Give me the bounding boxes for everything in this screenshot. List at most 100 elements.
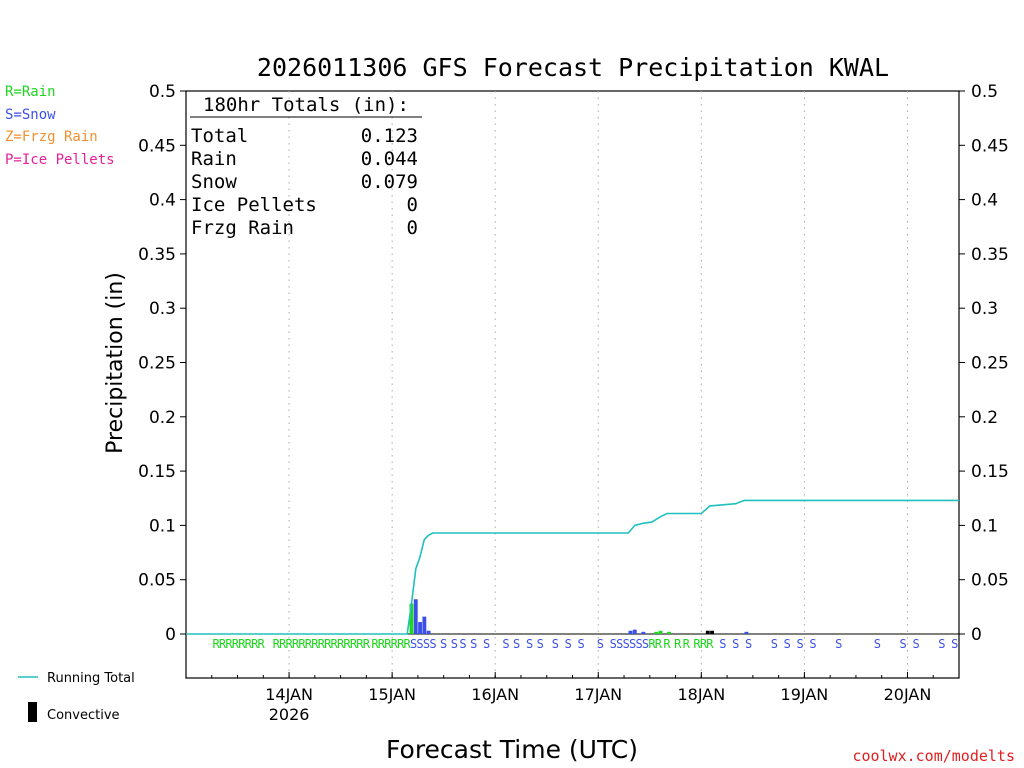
y-tick-label-left: 0.2	[149, 408, 176, 428]
snow-marker: S	[526, 637, 533, 651]
y-tick-label-right: 0.05	[971, 571, 1009, 591]
rain-marker: R	[350, 637, 358, 651]
rain-marker: R	[397, 637, 405, 651]
totals-label-total: Total	[191, 125, 248, 147]
rain-bar	[654, 631, 659, 634]
snow-marker: S	[440, 637, 447, 651]
y-tick-label-left: 0.25	[138, 354, 176, 374]
snow-marker: S	[900, 637, 907, 651]
legend-snow: S=Snow	[5, 107, 56, 123]
legend-rain: R=Rain	[5, 84, 56, 100]
rain-marker: R	[324, 637, 332, 651]
rain-marker: R	[363, 637, 371, 651]
convective-swatch	[28, 702, 37, 722]
y-axis-right: 0 0.05 0.1 0.15 0.2 0.25 0.3 0.35 0.4 0.45 0.5	[959, 82, 1009, 645]
x-tick-label: 20JAN	[884, 685, 932, 704]
rain-marker: R	[311, 637, 319, 651]
snow-marker: S	[784, 637, 791, 651]
running-total-line	[186, 499, 959, 635]
snow-marker: S	[429, 637, 436, 651]
plot-frame	[185, 90, 960, 679]
rain-marker: R	[391, 637, 399, 651]
rain-marker: R	[663, 637, 671, 651]
snow-marker: S	[635, 637, 642, 651]
rain-marker: R	[318, 637, 326, 651]
snow-marker: S	[470, 637, 477, 651]
y-tick-label-left: 0.1	[149, 516, 176, 536]
totals-value-rain: 0.044	[361, 148, 418, 170]
rain-marker: R	[683, 637, 691, 651]
rain-bar	[658, 630, 663, 634]
rain-bar	[667, 631, 672, 634]
rain-marker: R	[225, 637, 233, 651]
chart-title: 2026011306 GFS Forecast Precipitation KW…	[257, 53, 889, 82]
snow-marker: S	[874, 637, 881, 651]
y-tick-label-right: 0.2	[971, 408, 998, 428]
y-tick-label-left: 0.15	[138, 462, 176, 482]
totals-value-ice-pellets: 0	[407, 194, 418, 216]
snow-bar	[744, 631, 749, 634]
ptype-legend: R=Rain S=Snow Z=Frzg Rain P=Ice Pellets	[5, 84, 115, 168]
snow-bar	[418, 622, 422, 634]
rain-marker: R	[674, 637, 682, 651]
snow-marker: S	[938, 637, 945, 651]
y-axis-left: 0 0.05 0.1 0.15 0.2 0.25 0.3 0.35 0.4 0.45 0.5	[138, 82, 186, 645]
snow-bar	[426, 630, 431, 634]
legend-ice-pellets: P=Ice Pellets	[5, 152, 115, 168]
y-tick-label-right: 0.4	[971, 191, 998, 211]
snow-marker: S	[597, 637, 604, 651]
x-tick-label: 19JAN	[781, 685, 829, 704]
precip-bars	[409, 599, 749, 634]
rain-marker: R	[245, 637, 253, 651]
snow-marker: S	[502, 637, 509, 651]
rain-marker: R	[212, 637, 220, 651]
snow-marker: S	[719, 637, 726, 651]
totals-value-snow: 0.079	[361, 171, 418, 193]
snow-marker: S	[732, 637, 739, 651]
y-tick-label-left: 0.5	[149, 82, 176, 102]
y-tick-label-right: 0	[971, 625, 982, 645]
snow-marker: S	[745, 637, 752, 651]
snow-bar	[422, 616, 427, 634]
rain-marker: R	[305, 637, 313, 651]
y-tick-label-right: 0.3	[971, 299, 998, 319]
x-tick-label: 15JAN	[368, 685, 416, 704]
rain-marker: R	[238, 637, 246, 651]
series-legend: Running Total Convective	[18, 671, 135, 723]
rain-marker: R	[273, 637, 281, 651]
rain-marker: R	[331, 637, 339, 651]
x-tick-label: 16JAN	[471, 685, 519, 704]
rain-marker: R	[219, 637, 227, 651]
snow-marker: S	[796, 637, 803, 651]
snow-marker: S	[552, 637, 559, 651]
y-tick-label-left: 0	[165, 625, 176, 645]
rain-marker: R	[700, 637, 708, 651]
y-tick-label-left: 0.45	[138, 136, 176, 156]
x-tick-label: 14JAN	[265, 685, 313, 704]
rain-marker: R	[343, 637, 351, 651]
snow-marker: S	[610, 637, 617, 651]
rain-marker: R	[648, 637, 656, 651]
totals-label-ice-pellets: Ice Pellets	[191, 194, 317, 216]
y-tick-label-left: 0.35	[138, 245, 176, 265]
snow-marker: S	[537, 637, 544, 651]
x-tick-label: 18JAN	[677, 685, 725, 704]
totals-header: 180hr Totals (in):	[203, 94, 409, 116]
credit-text: coolwx.com/modelts	[852, 747, 1015, 765]
totals-value-frzg-rain: 0	[407, 217, 418, 239]
snow-marker: S	[623, 637, 630, 651]
y-tick-label-left: 0.05	[138, 571, 176, 591]
snow-marker: S	[577, 637, 584, 651]
rain-marker: R	[378, 637, 386, 651]
rain-marker: R	[232, 637, 240, 651]
y-tick-label-right: 0.5	[971, 82, 998, 102]
y-tick-label-right: 0.35	[971, 245, 1009, 265]
y-tick-label-right: 0.15	[971, 462, 1009, 482]
snow-marker: S	[629, 637, 636, 651]
y-tick-label-left: 0.3	[149, 299, 176, 319]
rain-marker: R	[285, 637, 293, 651]
snow-marker: S	[451, 637, 458, 651]
snow-bar	[641, 631, 646, 634]
snow-marker: S	[809, 637, 816, 651]
